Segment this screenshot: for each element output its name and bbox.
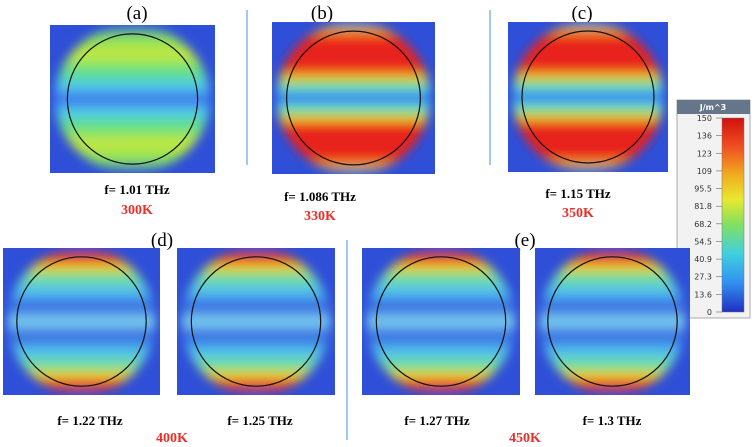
field-pattern xyxy=(512,22,664,172)
field-map xyxy=(508,22,668,172)
panel: (e) f= 1.27 THz f= 1.3 THz 450K xyxy=(362,230,690,446)
frequency-label: f= 1.27 THz xyxy=(404,413,470,428)
colorbar-tick-label: 54.5 xyxy=(694,237,712,246)
frequency-label: f= 1.01 THz xyxy=(104,182,170,197)
field-map xyxy=(272,22,435,174)
colorbar-tick-label: 68.2 xyxy=(694,220,712,229)
colorbar-tick-label: 150 xyxy=(697,114,712,123)
field-map xyxy=(177,248,335,395)
panel-label: (e) xyxy=(514,230,535,251)
field-pattern xyxy=(539,248,686,395)
field-map xyxy=(362,248,520,395)
temperature-label: 350K xyxy=(562,206,594,221)
field-pattern xyxy=(7,248,156,395)
colorbar-tick-label: 40.9 xyxy=(694,255,712,264)
resonator-outline xyxy=(375,256,507,387)
frequency-label: f= 1.22 THz xyxy=(57,413,123,428)
panel-label: (c) xyxy=(571,3,592,24)
field-pattern xyxy=(366,248,516,395)
colorbar-tick-label: 95.5 xyxy=(694,185,712,194)
resonator-outline xyxy=(547,256,678,387)
frequency-label: f= 1.3 THz xyxy=(583,413,642,428)
resonator-outline xyxy=(66,33,199,165)
panel: (b) f= 1.086 THz 330K xyxy=(272,3,435,224)
resonator-outline xyxy=(16,256,147,387)
temperature-label: 330K xyxy=(304,209,336,224)
panel-label: (a) xyxy=(126,3,147,24)
colorbar: J/m^3 150 136 123 109 95.5 81.8 68.2 54.5 40.9 27… xyxy=(676,99,751,319)
colorbar-header xyxy=(677,100,750,114)
panel-label: (d) xyxy=(151,230,173,251)
field-map xyxy=(535,248,690,395)
field-pattern xyxy=(54,25,211,173)
field-map xyxy=(50,25,215,173)
frequency-label: f= 1.086 THz xyxy=(284,189,356,204)
field-map xyxy=(3,248,160,395)
temperature-label: 450K xyxy=(509,431,541,446)
colorbar-tick-label: 27.3 xyxy=(694,273,712,282)
panel-label: (b) xyxy=(311,3,333,24)
colorbar-tick-label: 13.6 xyxy=(694,290,712,299)
colorbar-scale xyxy=(721,117,745,313)
colorbar-tick-label: 123 xyxy=(697,149,712,158)
colorbar-tick-label: 136 xyxy=(697,132,712,141)
temperature-label: 400K xyxy=(156,431,188,446)
field-pattern xyxy=(181,248,331,395)
field-pattern xyxy=(276,22,431,174)
colorbar-tick-label: 109 xyxy=(697,167,712,176)
colorbar-tick-label: 81.8 xyxy=(694,202,712,211)
resonator-outline xyxy=(521,30,655,164)
frequency-label: f= 1.15 THz xyxy=(545,186,611,201)
panel: (d) f= 1.22 THz f= 1.25 THz 400K xyxy=(3,230,335,446)
panel: (c) f= 1.15 THz 350K xyxy=(508,3,668,221)
colorbar-tick-label: 0 xyxy=(707,308,712,317)
temperature-label: 300K xyxy=(121,203,153,218)
panel: (a) f= 1.01 THz 300K xyxy=(50,3,215,218)
resonator-outline xyxy=(190,256,322,387)
resonator-outline xyxy=(286,30,421,166)
colorbar-unit: J/m^3 xyxy=(699,103,727,112)
frequency-label: f= 1.25 THz xyxy=(227,413,293,428)
